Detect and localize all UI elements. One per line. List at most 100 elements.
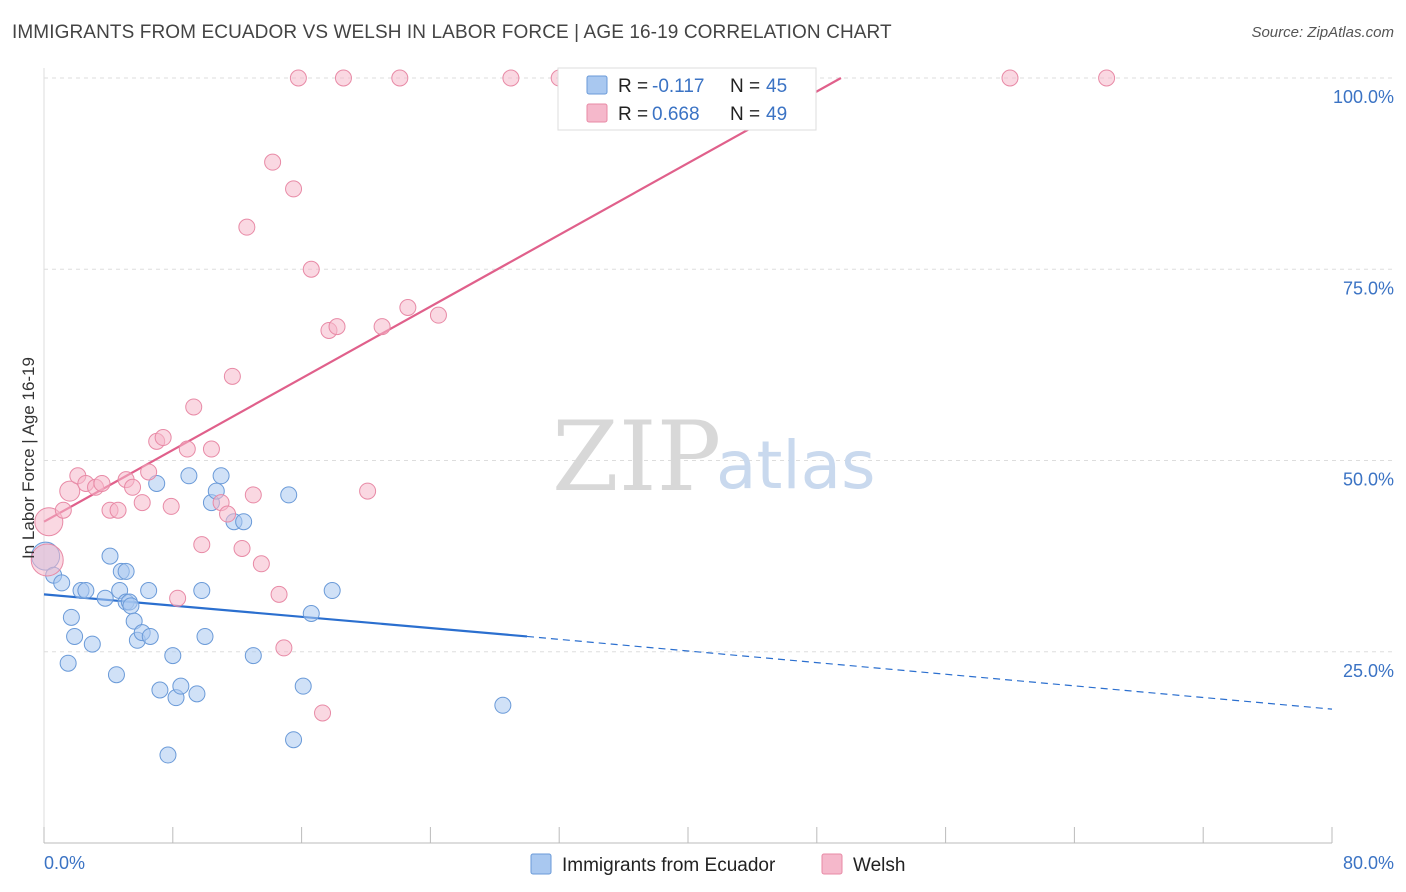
data-point-s1-25: [233, 539, 251, 557]
data-point-s1-34: [302, 260, 320, 278]
data-point-s0-22: [140, 582, 158, 600]
data-point-s0-39: [280, 486, 298, 504]
data-points: [30, 69, 1116, 764]
trend-line-1: [43, 77, 842, 523]
stats-legend-n-label-ecuador: N =: [730, 76, 760, 97]
watermark-atlas: atlas: [716, 427, 876, 504]
data-point-s1-30: [270, 585, 288, 603]
data-point-s1-35: [314, 704, 332, 722]
data-point-s1-7: [93, 474, 111, 492]
grid-lines: [44, 77, 1394, 653]
data-point-s1-41: [391, 69, 409, 87]
data-point-s0-3: [59, 654, 77, 672]
data-point-s0-44: [494, 696, 512, 714]
trend-line-0: [43, 593, 528, 638]
data-point-s0-42: [302, 605, 320, 622]
y-tick-labels: 25.0% 50.0% 75.0% 100.0%: [1333, 87, 1394, 681]
data-point-s0-30: [188, 685, 206, 703]
x-tick-label-max: 80.0%: [1343, 853, 1394, 873]
data-point-s1-42: [399, 299, 417, 316]
data-point-s0-8: [83, 635, 101, 653]
data-point-s1-19: [185, 398, 203, 416]
data-point-s0-25: [159, 746, 177, 764]
stats-legend-r-value-ecuador: -0.117: [652, 76, 704, 97]
stats-legend-r-label-welsh: R =: [618, 104, 648, 125]
data-point-s1-29: [264, 153, 282, 171]
data-point-s1-17: [169, 589, 187, 607]
data-point-s0-26: [164, 647, 182, 665]
data-point-s1-2: [54, 501, 72, 519]
stats-legend-r-value-welsh: 0.668: [652, 104, 700, 125]
data-point-s0-7: [77, 582, 95, 600]
data-point-s1-11: [124, 478, 142, 496]
data-point-s1-40: [373, 318, 391, 336]
data-point-s0-24: [151, 681, 169, 699]
data-point-s1-1: [34, 507, 64, 537]
data-point-s1-0: [30, 543, 64, 577]
data-point-s0-40: [285, 731, 303, 749]
data-point-s1-48: [1098, 69, 1116, 87]
chart-source: Source: ZipAtlas.com: [1251, 24, 1394, 41]
data-point-s0-17: [122, 597, 140, 615]
data-point-s0-5: [66, 627, 84, 645]
data-point-s0-43: [323, 582, 341, 600]
stats-legend: R = -0.117 N = 45 R = 0.668 N = 49: [557, 67, 817, 131]
bottom-legend-label-welsh: Welsh: [853, 855, 905, 876]
bottom-legend-label-ecuador: Immigrants from Ecuador: [562, 855, 776, 876]
data-point-s0-4: [62, 608, 80, 626]
chart-title: IMMIGRANTS FROM ECUADOR VS WELSH IN LABO…: [12, 22, 892, 43]
data-point-s0-14: [117, 562, 135, 580]
data-point-s1-33: [289, 69, 307, 87]
bottom-legend-swatch-welsh: [821, 853, 843, 875]
data-point-s1-15: [154, 429, 172, 447]
y-tick-label-2: 75.0%: [1343, 278, 1394, 298]
data-point-s1-12: [133, 494, 151, 512]
data-point-s0-2: [53, 574, 71, 592]
stats-legend-n-label-welsh: N =: [730, 104, 760, 125]
x-tick-label-min: 0.0%: [44, 853, 85, 873]
data-point-s0-9: [96, 589, 114, 607]
data-point-s0-10: [101, 547, 119, 565]
data-point-s1-37: [328, 318, 346, 336]
data-point-s1-23: [219, 505, 237, 523]
data-point-s0-23: [148, 474, 166, 492]
trend-lines: [43, 77, 1333, 710]
data-point-s0-18: [125, 612, 143, 630]
data-point-s0-38: [244, 647, 262, 665]
data-point-s1-3: [59, 480, 81, 502]
watermark-zip: ZIP: [552, 401, 721, 513]
data-point-s1-38: [334, 69, 352, 87]
data-point-s0-31: [193, 582, 211, 600]
data-point-s1-39: [359, 482, 377, 500]
data-point-s0-11: [107, 666, 125, 684]
data-point-s1-26: [238, 218, 256, 236]
data-point-s1-47: [1001, 69, 1019, 87]
data-point-s0-35: [212, 467, 230, 485]
data-point-s1-24: [223, 367, 241, 385]
data-point-s0-32: [196, 627, 214, 645]
data-point-s1-44: [502, 69, 520, 87]
stats-legend-swatch-ecuador: [586, 75, 608, 95]
stats-legend-n-value-ecuador: 45: [766, 76, 787, 97]
y-tick-label-3: 100.0%: [1333, 87, 1394, 107]
data-point-s1-32: [285, 180, 303, 198]
data-point-s1-20: [193, 536, 211, 554]
y-tick-label-1: 50.0%: [1343, 470, 1394, 490]
data-point-s1-31: [275, 639, 293, 657]
y-tick-label-0: 25.0%: [1343, 661, 1394, 681]
trend-line-dashed-0: [526, 635, 1333, 710]
stats-legend-r-label-ecuador: R =: [618, 76, 648, 97]
data-point-s1-43: [429, 306, 447, 324]
data-point-s0-37: [235, 513, 253, 531]
data-point-s0-21: [141, 627, 159, 645]
data-point-s1-16: [162, 497, 180, 515]
data-point-s0-29: [180, 467, 198, 485]
stats-legend-n-value-welsh: 49: [766, 104, 787, 125]
data-point-s1-18: [178, 440, 196, 458]
stats-legend-swatch-welsh: [586, 103, 608, 123]
data-point-s1-9: [109, 501, 127, 519]
data-point-s1-28: [252, 555, 270, 573]
bottom-legend: Immigrants from Ecuador Welsh: [530, 853, 905, 876]
data-point-s1-27: [244, 486, 262, 504]
